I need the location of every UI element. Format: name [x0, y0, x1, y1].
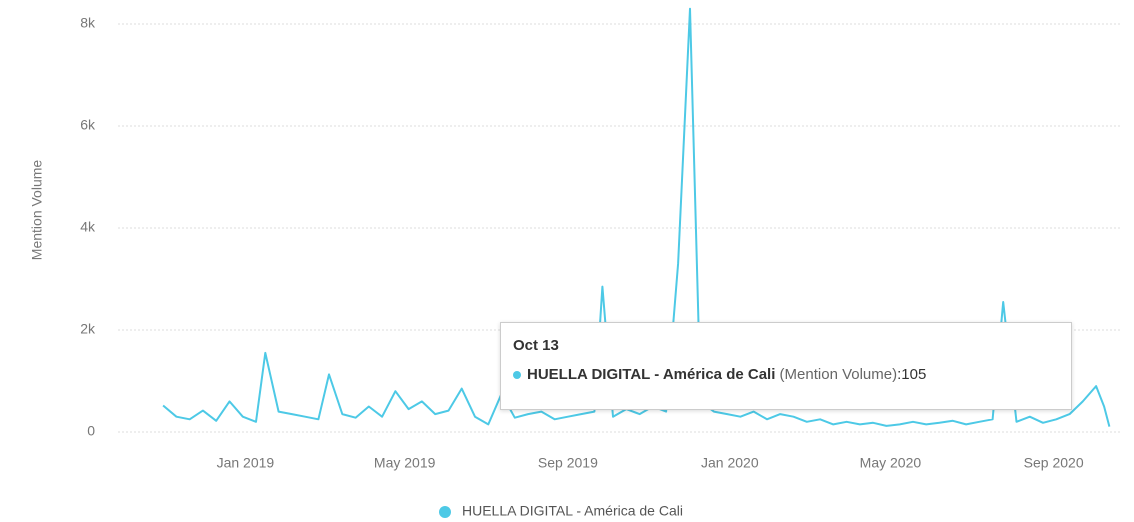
tooltip: Oct 13 HUELLA DIGITAL - América de Cali … — [500, 322, 1072, 410]
y-tick-label: 6k — [80, 117, 96, 133]
x-tick-label: Sep 2019 — [538, 455, 598, 471]
x-tick-label: Sep 2020 — [1024, 455, 1084, 471]
y-axis-title: Mention Volume — [29, 160, 45, 261]
y-tick-label: 0 — [87, 423, 95, 439]
legend-swatch — [439, 506, 451, 518]
tooltip-value: :105 — [897, 366, 927, 383]
y-tick-label: 8k — [80, 15, 96, 31]
y-tick-label: 2k — [80, 321, 96, 337]
tooltip-title: Oct 13 — [513, 337, 559, 354]
x-tick-label: May 2019 — [374, 455, 436, 471]
legend-label: HUELLA DIGITAL - América de Cali — [462, 503, 683, 519]
x-tick-label: Jan 2019 — [217, 455, 275, 471]
x-tick-label: May 2020 — [860, 455, 922, 471]
tooltip-measure: (Mention Volume) — [779, 366, 898, 383]
y-tick-label: 4k — [80, 219, 96, 235]
series-line — [162, 7, 1111, 427]
tooltip-series: HUELLA DIGITAL - América de Cali — [527, 366, 776, 383]
x-tick-label: Jan 2020 — [701, 455, 759, 471]
